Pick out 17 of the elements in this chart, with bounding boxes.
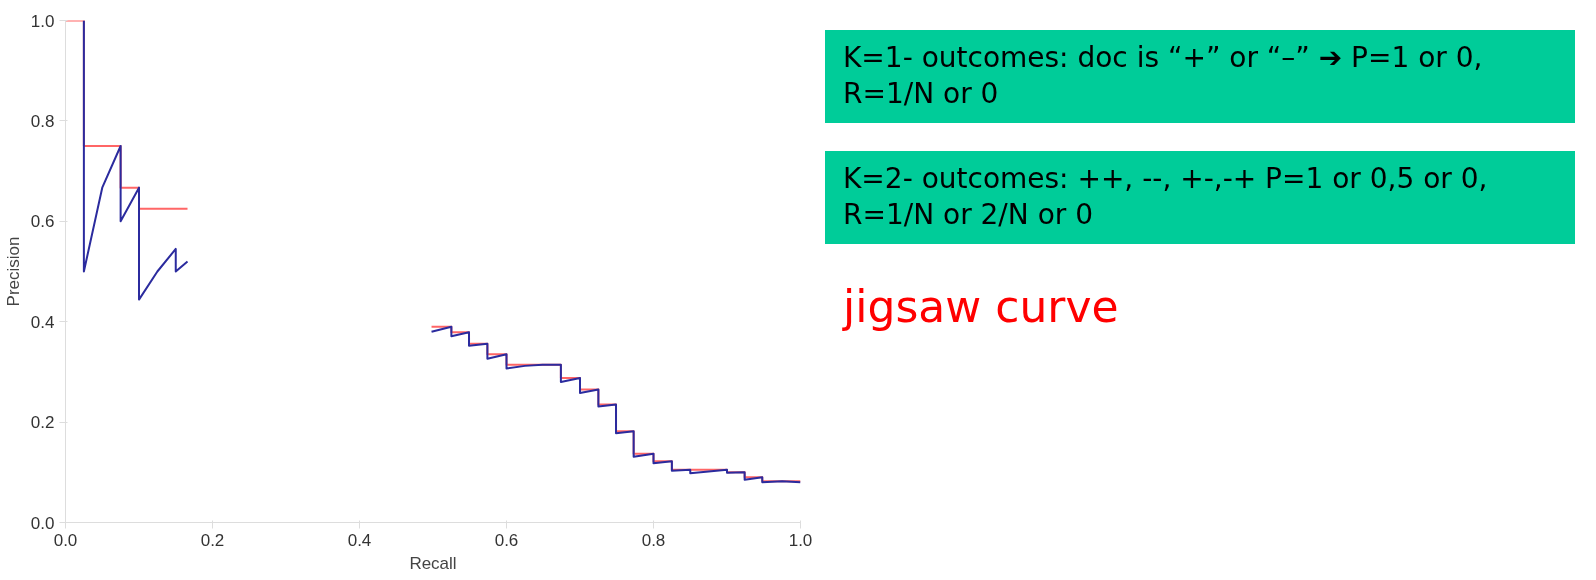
x-tick-label: 0.8 (641, 530, 666, 550)
y-axis-title: Precision (3, 236, 23, 307)
y-tick-label: 0.4 (30, 312, 55, 332)
y-tick-label: 1.0 (30, 11, 55, 31)
x-tick-label: 1.0 (788, 530, 813, 550)
x-tick-label: 0.0 (53, 530, 78, 550)
y-tick-label: 0.2 (30, 413, 55, 433)
text: jigsaw curve (843, 279, 1119, 334)
y-tick-label: 0.6 (30, 212, 55, 232)
y-tick-label: 0.0 (30, 513, 55, 533)
text: K=1- outcomes: doc is “+” or “–” ➔ P=1 or 0, R=1/N or 0 (843, 40, 1484, 113)
y-tick-label: 0.8 (30, 111, 55, 131)
x-axis-title: Recall (409, 553, 457, 573)
x-tick-label: 0.4 (347, 530, 372, 550)
x-tick-label: 0.6 (494, 530, 519, 550)
x-tick-label: 0.2 (200, 530, 225, 550)
text: K=2- outcomes: ++, --, +-,-+ P=1 or 0,5 or 0, R=1/N or 2/N or 0 (843, 160, 1489, 234)
